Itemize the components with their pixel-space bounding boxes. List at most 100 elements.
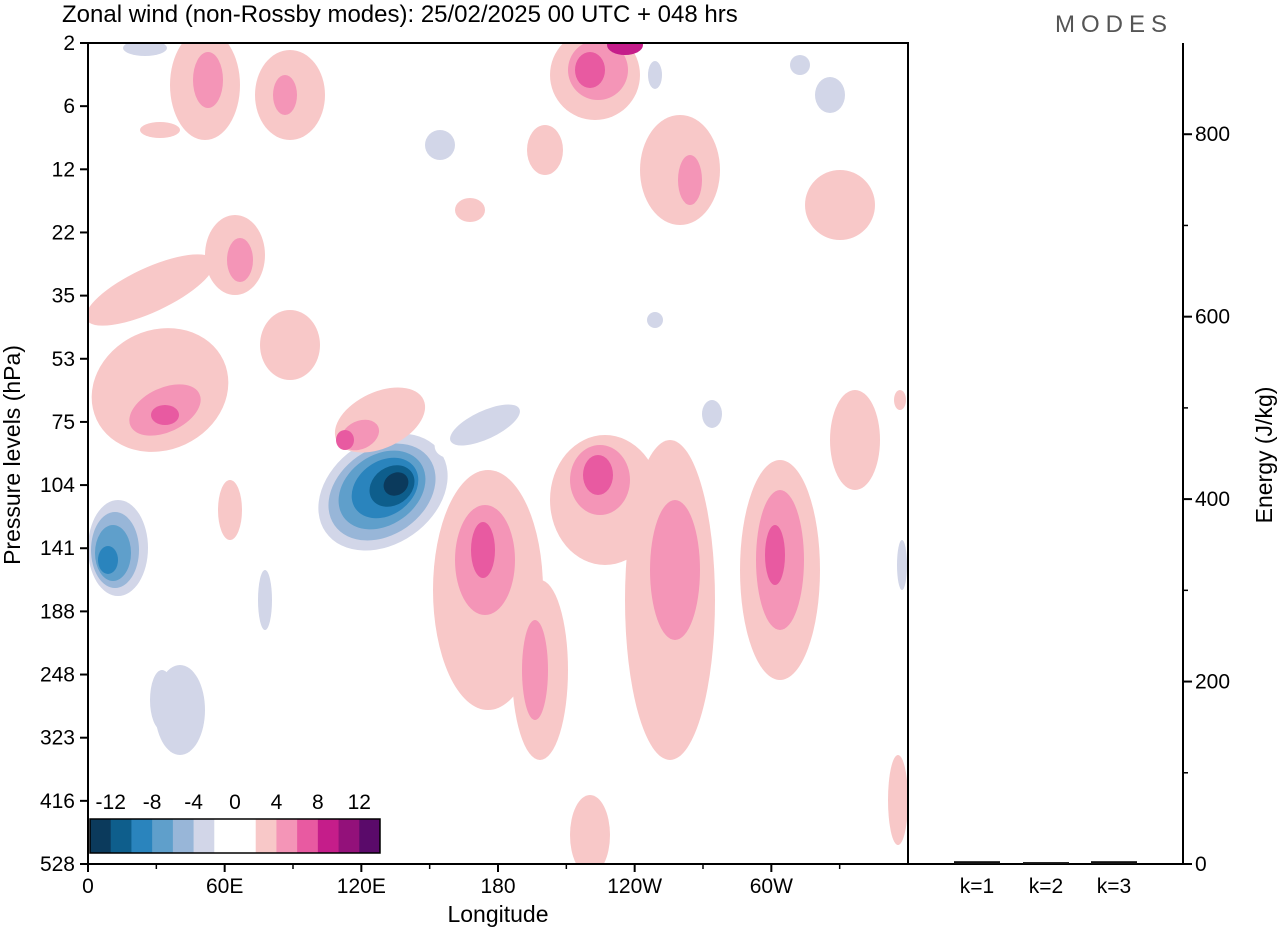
contour-patch (570, 795, 610, 864)
energy-tick-label: 0 (1195, 853, 1207, 876)
y-tick-label: 2 (63, 32, 75, 55)
contour-patch (370, 115, 470, 175)
x-tick-label: 60W (750, 875, 793, 898)
colorbar-swatch (131, 819, 153, 853)
y-tick-label: 53 (52, 348, 75, 371)
contour-patch (88, 254, 215, 326)
colorbar-label: 4 (271, 791, 283, 814)
contour-patch (383, 472, 409, 496)
colorbar-swatch (276, 819, 298, 853)
contour-patch (425, 130, 455, 160)
colorbar-swatch (110, 819, 132, 853)
contour-patch (648, 61, 662, 89)
contour-patch (140, 135, 230, 245)
colorbar-swatch (172, 819, 195, 853)
colorbar-swatch (338, 819, 360, 853)
energy-tick-label: 800 (1195, 123, 1230, 146)
contour-patch (894, 390, 906, 410)
energy-bar (1091, 861, 1137, 864)
energy-category-label: k=3 (1097, 875, 1131, 898)
contour-patch (770, 43, 860, 122)
pressure-axis: 2 6 12 22 35 53 75 104 141 188 248 323 416 528 (40, 32, 88, 876)
contour-patch (218, 480, 242, 540)
colorbar-swatch (152, 819, 174, 853)
chart-title: Zonal wind (non-Rossby modes): 25/02/202… (62, 1, 738, 28)
colorbar-swatch (297, 819, 319, 853)
energy-tick-label: 200 (1195, 671, 1230, 694)
contour-patch (450, 404, 520, 446)
contour-patch (193, 52, 223, 108)
y-tick-label: 528 (40, 853, 75, 876)
energy-bar (1023, 862, 1069, 864)
colorbar-label: -12 (96, 791, 126, 814)
x-axis-label: Longitude (447, 901, 548, 927)
contour-patch (607, 43, 643, 55)
contour-patch (227, 238, 253, 282)
energy-category-label: k=2 (1029, 875, 1063, 898)
contour-patch (258, 570, 272, 630)
energy-category-label: k=1 (960, 875, 994, 898)
y-tick-label: 416 (40, 790, 75, 813)
contour-patch (336, 430, 354, 450)
contour-patch (123, 43, 167, 56)
y-tick-label: 248 (40, 664, 75, 687)
contour-patch (240, 570, 330, 710)
contour-patch (273, 75, 297, 115)
contour-patch (625, 265, 695, 355)
colorbar-label: 8 (312, 791, 324, 814)
y-tick-label: 104 (40, 474, 75, 497)
contour-patch (522, 620, 548, 720)
contour-patch (455, 198, 485, 222)
contour-patch (98, 546, 118, 574)
colorbar-frame (89, 818, 381, 854)
contour-field (88, 43, 908, 864)
y-tick-label: 75 (52, 411, 75, 434)
colorbar-label: -4 (184, 791, 203, 814)
contour-patch (150, 670, 174, 730)
contour-patch (460, 280, 530, 320)
colorbar-swatch (317, 819, 340, 853)
contour-patch (305, 145, 355, 175)
x-tick-label: 120E (337, 875, 386, 898)
contour-patch (815, 77, 845, 113)
y-tick-label: 141 (40, 537, 75, 560)
contour-patch (805, 170, 875, 240)
energy-bar (954, 861, 1000, 864)
contour-patch (830, 390, 880, 490)
contour-patch (260, 310, 320, 380)
colorbar-legend: -12 -8 -4 0 4 8 12 (89, 791, 381, 854)
modes-logo: MODES (1055, 11, 1173, 38)
contour-patch (888, 755, 908, 845)
y-axis-label: Pressure levels (hPa) (0, 345, 25, 565)
contour-patch (140, 122, 180, 138)
x-tick-label: 60E (206, 875, 243, 898)
contour-patch (815, 263, 885, 307)
colorbar-swatch (255, 819, 277, 853)
contour-patch (575, 52, 605, 88)
colorbar-label: -8 (143, 791, 162, 814)
contour-patch (527, 125, 563, 175)
x-tick-label: 0 (82, 875, 94, 898)
contour-patch (432, 670, 448, 730)
x-tick-label: 180 (480, 875, 515, 898)
y-tick-label: 323 (40, 727, 75, 750)
contour-patch (98, 185, 122, 255)
contour-patch (790, 55, 810, 75)
x-tick-label: 120W (607, 875, 662, 898)
energy-tick-label: 400 (1195, 488, 1230, 511)
contour-patch (685, 370, 765, 450)
contour-patch (678, 155, 702, 205)
y-tick-label: 35 (52, 285, 75, 308)
colorbar-swatch (359, 819, 381, 853)
energy-axis-label: Energy (J/kg) (1251, 387, 1277, 524)
y-tick-label: 12 (52, 158, 75, 181)
contour-patch (583, 455, 613, 495)
contour-patch (650, 500, 700, 640)
contour-patch (471, 522, 495, 578)
colorbar-swatch (214, 819, 236, 853)
colorbar-swatch (235, 819, 257, 853)
colorbar-label: 0 (229, 791, 241, 814)
contour-patch (530, 333, 590, 377)
y-tick-label: 22 (52, 221, 75, 244)
